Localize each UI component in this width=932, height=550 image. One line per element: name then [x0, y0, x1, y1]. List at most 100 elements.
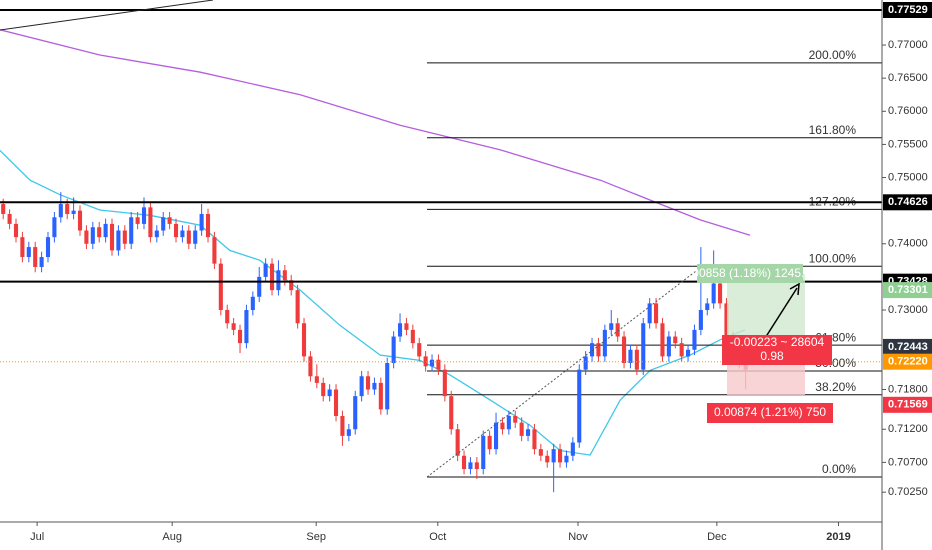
- price-label-bg: [883, 338, 932, 355]
- candle-body: [52, 217, 57, 238]
- candle-body: [429, 359, 435, 367]
- x-tick-label: Nov: [568, 531, 588, 543]
- candle-body: [314, 376, 319, 383]
- candle-body: [673, 336, 678, 344]
- candle-body: [391, 336, 396, 364]
- candle-body: [13, 223, 19, 238]
- stop-label: 0.00874 (1.21%) 750: [714, 405, 826, 419]
- candle-body: [692, 329, 697, 350]
- x-tick-label: Sep: [306, 531, 326, 543]
- candle-body: [282, 270, 287, 281]
- candle-body: [205, 213, 211, 238]
- y-tick-label: 0.70700: [888, 456, 928, 468]
- fib-trend-line: [426, 267, 701, 478]
- plot: 200.00%161.80%127.20%100.00%61.80%50.00%…: [0, 9, 882, 493]
- x-tick-label: Dec: [707, 531, 727, 543]
- stop-box: 0.00874 (1.21%) 750: [707, 403, 833, 423]
- fib-label: 161.80%: [809, 123, 857, 137]
- candle-body: [615, 323, 620, 337]
- candle-body: [481, 435, 486, 470]
- candle-body: [666, 336, 671, 357]
- candle-body: [148, 207, 153, 238]
- candle-body: [90, 227, 95, 244]
- candle-body: [506, 416, 511, 430]
- candle-body: [622, 336, 627, 364]
- candle-body: [385, 363, 390, 410]
- candle-body: [686, 349, 691, 357]
- price-label-bg: [883, 282, 932, 299]
- candle-body: [231, 323, 236, 330]
- candle-body: [442, 369, 447, 397]
- candle-body: [378, 382, 383, 410]
- candle-body: [26, 247, 31, 258]
- candle-body: [263, 263, 268, 277]
- target-label: 0.00858 (1.18%) 1245.42: [682, 266, 818, 280]
- candle-body: [417, 343, 422, 357]
- moving-average: [0, 149, 746, 456]
- candle-body: [532, 429, 537, 450]
- candle-body: [583, 356, 588, 370]
- candle-body: [244, 310, 249, 344]
- candle-body: [218, 263, 223, 311]
- target-box-bg: [697, 264, 803, 283]
- candle-body: [410, 329, 415, 344]
- candle-body: [590, 343, 595, 357]
- candle-body: [724, 303, 729, 337]
- candle-body: [711, 283, 716, 304]
- candle-body: [468, 462, 473, 470]
- candle-body: [327, 389, 332, 397]
- candle-body: [116, 230, 121, 251]
- candle-body: [602, 329, 607, 357]
- candle-body: [551, 449, 556, 463]
- candle-body: [65, 204, 70, 214]
- price-label-bg: [883, 353, 932, 370]
- candle-body: [276, 270, 281, 291]
- candle-body: [474, 462, 479, 470]
- y-tick-label: 0.76000: [888, 105, 928, 117]
- y-tick-label: 0.76500: [888, 72, 928, 84]
- y-tick-label: 0.74000: [888, 238, 928, 250]
- price-label: 0.73301: [888, 284, 928, 296]
- candle-body: [167, 217, 172, 224]
- candle-body: [372, 382, 377, 390]
- x-tick-label: Aug: [162, 531, 182, 543]
- candle-body: [154, 230, 159, 238]
- candle-body: [558, 449, 563, 463]
- x-tick-label: 2019: [826, 531, 850, 543]
- candle-body: [609, 323, 614, 330]
- current-label: -0.00223 ~ 28604: [730, 335, 825, 349]
- candle-body: [186, 230, 191, 244]
- candle-body: [570, 442, 575, 456]
- candle-body: [129, 217, 134, 244]
- candle-body: [596, 343, 601, 357]
- trend-line: [0, 0, 214, 31]
- candle-body: [634, 349, 639, 370]
- candle-body: [250, 296, 255, 311]
- axes: 0.77000 0.76500 0.76000 0.75500 0.75000 0.740…: [30, 2, 932, 543]
- candle-body: [135, 217, 140, 224]
- candle-body: [346, 429, 351, 436]
- candle-body: [397, 323, 403, 337]
- candle-body: [180, 230, 185, 238]
- y-tick-label: 0.70250: [888, 486, 928, 498]
- candle-body: [423, 356, 428, 367]
- candle-body: [1, 204, 6, 214]
- candle-body: [7, 213, 12, 224]
- price-label-bg: [883, 2, 932, 19]
- candle-body: [269, 263, 275, 291]
- fib-label: 100.00%: [809, 251, 857, 265]
- fib-label: 200.00%: [809, 48, 857, 62]
- time-axis: [0, 522, 882, 550]
- current-box: -0.00223 ~ 28604 0.98: [722, 335, 832, 365]
- candle-body: [493, 422, 499, 450]
- candle-body: [295, 290, 300, 324]
- candle-body: [103, 223, 108, 238]
- candle-body: [71, 210, 76, 214]
- candle-body: [77, 210, 83, 231]
- candle-body: [333, 389, 339, 417]
- price-label: 0.72443: [888, 341, 928, 353]
- candle-body: [20, 237, 25, 258]
- candle-body: [647, 303, 652, 324]
- x-tick-label: Jul: [30, 531, 44, 543]
